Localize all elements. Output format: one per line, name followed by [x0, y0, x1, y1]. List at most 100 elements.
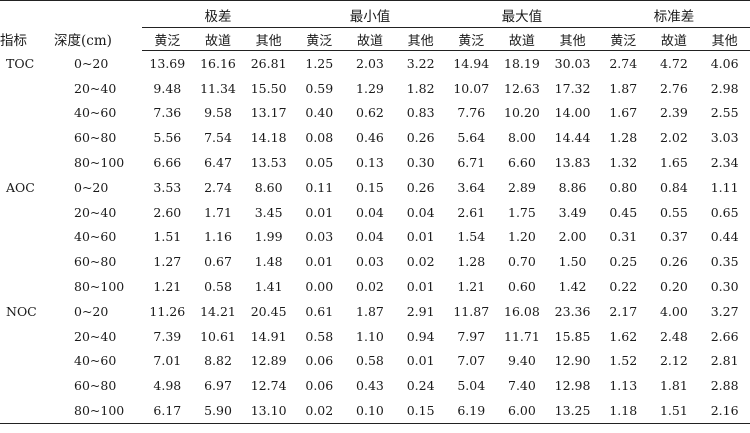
- indicator-cell: [0, 150, 54, 175]
- value-cell: 3.45: [254, 204, 283, 220]
- value-cell: 1.51: [153, 229, 182, 245]
- sub-header-gudao: 故道: [648, 27, 700, 51]
- table-row: 20~40 9.48 11.34 15.50 0.59 1.29 1.82 10.07 12.6…: [0, 76, 750, 101]
- value-cell: 1.32: [609, 155, 638, 171]
- indicator-cell: [0, 324, 54, 349]
- value-cell: 1.87: [356, 303, 384, 319]
- value-cell: 2.17: [609, 303, 638, 319]
- indicator-cell: [0, 373, 54, 398]
- value-cell: 23.36: [554, 303, 591, 319]
- value-cell: 0.44: [710, 229, 739, 245]
- value-cell: 2.02: [659, 130, 688, 146]
- value-cell: 1.99: [254, 229, 283, 245]
- depth-cell: 0~20: [74, 55, 109, 71]
- value-cell: 7.39: [153, 328, 182, 344]
- value-cell: 1.28: [457, 254, 486, 270]
- value-cell: 0.61: [305, 303, 334, 319]
- value-cell: 3.22: [406, 55, 435, 71]
- value-cell: 20.45: [250, 303, 287, 319]
- value-cell: 0.60: [508, 279, 536, 295]
- value-cell: 0.20: [659, 279, 688, 295]
- depth-cell: 0~20: [74, 303, 109, 319]
- value-cell: 1.10: [356, 328, 384, 344]
- value-cell: 5.90: [192, 398, 244, 424]
- value-cell: 12.98: [554, 378, 591, 394]
- indicator-cell: [0, 398, 54, 424]
- value-cell: 0.58: [305, 328, 334, 344]
- value-cell: 0.15: [356, 179, 384, 195]
- value-cell: 2.88: [710, 378, 739, 394]
- sub-header-gudao: 故道: [192, 27, 244, 51]
- value-cell: 6.00: [496, 398, 548, 424]
- group-header-range: 极差: [142, 0, 294, 28]
- value-cell: 1.18: [597, 398, 649, 424]
- value-cell: 11.34: [200, 80, 236, 96]
- sub-header-other: 其他: [547, 27, 598, 51]
- value-cell: 0.26: [406, 130, 435, 146]
- value-cell: 1.21: [153, 279, 182, 295]
- value-cell: 6.97: [204, 378, 232, 394]
- indicator-cell: [0, 200, 54, 225]
- value-cell: 14.18: [250, 130, 287, 146]
- value-cell: 1.65: [659, 155, 688, 171]
- indicator-cell: AOC: [6, 179, 35, 195]
- value-cell: 10.20: [504, 105, 540, 121]
- value-cell: 3.27: [710, 303, 739, 319]
- value-cell: 7.07: [457, 353, 486, 369]
- value-cell: 1.16: [204, 229, 232, 245]
- value-cell: 2.34: [710, 155, 739, 171]
- value-cell: 9.40: [508, 353, 536, 369]
- value-cell: 14.00: [554, 105, 591, 121]
- value-cell: 17.32: [554, 80, 591, 96]
- sub-header-huangfan: 黄泛: [445, 27, 497, 51]
- value-cell: 0.08: [305, 130, 334, 146]
- value-cell: 1.21: [457, 279, 486, 295]
- value-cell: 6.66: [153, 155, 182, 171]
- value-cell: 11.87: [453, 303, 490, 319]
- value-cell: 26.81: [250, 55, 287, 71]
- depth-cell: 80~100: [54, 398, 142, 424]
- value-cell: 0.65: [710, 204, 739, 220]
- value-cell: 9.48: [153, 80, 182, 96]
- sub-header-gudao: 故道: [344, 27, 396, 51]
- value-cell: 0.11: [305, 179, 334, 195]
- value-cell: 15.85: [554, 328, 591, 344]
- value-cell: 11.26: [149, 303, 186, 319]
- value-cell: 2.61: [457, 204, 486, 220]
- value-cell: 0.06: [305, 378, 334, 394]
- value-cell: 0.43: [356, 378, 384, 394]
- value-cell: 0.01: [406, 353, 435, 369]
- depth-cell: 80~100: [74, 155, 125, 171]
- sub-header-other: 其他: [243, 27, 294, 51]
- value-cell: 0.55: [659, 204, 688, 220]
- value-cell: 1.11: [710, 179, 739, 195]
- value-cell: 0.59: [305, 80, 334, 96]
- value-cell: 1.42: [558, 279, 587, 295]
- value-cell: 6.47: [204, 155, 232, 171]
- sub-header-huangfan: 黄泛: [293, 27, 345, 51]
- value-cell: 9.58: [204, 105, 232, 121]
- value-cell: 0.15: [395, 398, 446, 424]
- sub-header-huangfan: 黄泛: [142, 27, 193, 51]
- value-cell: 8.60: [254, 179, 283, 195]
- value-cell: 0.80: [609, 179, 638, 195]
- depth-cell: 80~100: [74, 279, 125, 295]
- value-cell: 3.49: [558, 204, 587, 220]
- value-cell: 7.97: [457, 328, 486, 344]
- value-cell: 1.25: [305, 55, 334, 71]
- value-cell: 7.40: [508, 378, 536, 394]
- value-cell: 15.50: [250, 80, 287, 96]
- value-cell: 2.60: [153, 204, 182, 220]
- value-cell: 4.06: [710, 55, 739, 71]
- value-cell: 0.04: [356, 229, 384, 245]
- value-cell: 3.64: [457, 179, 486, 195]
- value-cell: 0.83: [406, 105, 435, 121]
- value-cell: 1.29: [356, 80, 384, 96]
- depth-cell: 60~80: [74, 378, 117, 394]
- table-row: 20~40 7.39 10.61 14.91 0.58 1.10 0.94 7.97 11.71…: [0, 324, 750, 349]
- depth-cell: 40~60: [74, 353, 117, 369]
- value-cell: 12.89: [250, 353, 287, 369]
- group-header-max: 最大值: [445, 0, 598, 28]
- sub-header-gudao: 故道: [496, 27, 548, 51]
- header-row-subgroups: 黄泛 故道 其他 黄泛 故道 其他 黄泛 故道 其他 黄泛 故道 其他: [0, 27, 750, 51]
